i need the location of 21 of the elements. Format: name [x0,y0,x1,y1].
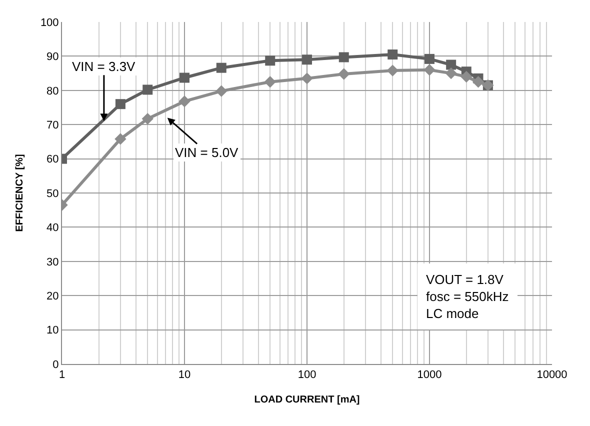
x-axis-title: LOAD CURRENT [mA] [254,394,360,406]
y-axis-title: EFFICIENCY [%] [14,154,26,232]
y-tick-label: 80 [46,85,59,98]
y-tick-label: 50 [46,188,59,200]
y-tick-label: 10 [46,324,59,337]
x-tick-label: 10000 [536,369,568,382]
annotation: VOUT = 1.8V fosc = 550kHz LC mode [426,272,509,321]
x-tick-label: 10 [178,369,191,382]
annotation: VIN = 5.0V [175,145,239,160]
y-tick-label: 20 [46,290,59,302]
y-tick-label: 0 [52,358,59,371]
y-tick-label: 100 [40,16,59,29]
y-tick-label: 70 [46,119,59,132]
x-tick-label: 100 [298,369,316,382]
y-tick-label: 90 [46,51,59,64]
annotation: VIN = 3.3V [72,59,136,74]
y-tick-label: 30 [46,256,59,268]
y-tick-label: 60 [46,154,59,166]
x-tick-label: 1 [58,369,66,382]
x-tick-label: 1000 [417,369,442,382]
y-tick-label: 40 [46,222,59,234]
